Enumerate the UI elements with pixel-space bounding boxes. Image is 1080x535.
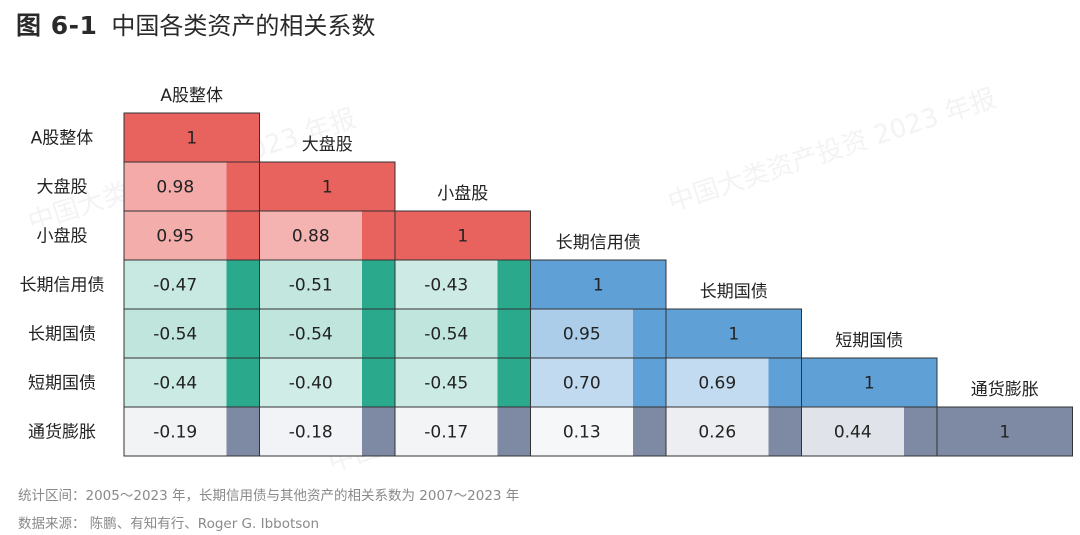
cell-strength-bar [362,309,395,358]
cell-value: -0.18 [289,423,333,443]
cell-value: 1 [593,276,604,296]
column-label: 大盘股 [302,135,353,155]
cell-strength-bar [497,407,531,456]
cell-strength-bar [497,309,531,358]
row-label: 短期国债 [28,374,96,394]
cell-value: -0.54 [289,325,333,345]
cell-strength-bar [633,358,666,407]
cell-value: 0.70 [563,374,601,394]
cell-value: 1 [864,374,875,394]
heatmap-cell [530,260,666,309]
column-label: 通货膨胀 [971,380,1039,400]
cell-strength-bar [226,407,260,456]
cell-value: 0.98 [156,178,194,198]
cell-value: 1 [728,325,739,345]
column-label: 长期国债 [700,282,768,302]
cell-strength-bar [633,309,666,358]
cell-strength-bar [633,407,666,456]
cell-value: 0.88 [292,227,330,247]
row-label: 小盘股 [37,227,88,247]
cell-value: -0.51 [289,276,333,296]
cell-value: 1 [999,423,1010,443]
cell-strength-bar [362,211,395,260]
cell-value: -0.45 [424,374,468,394]
cell-strength-bar [497,358,531,407]
figure-number: 图 6-1 [16,11,98,40]
cell-value: 1 [186,129,197,149]
figure-title: 图 6-1 中国各类资产的相关系数 [16,6,375,40]
cell-strength-bar [768,358,802,407]
row-label: A股整体 [31,129,94,149]
heatmap-cell [937,407,1073,456]
row-label: 长期信用债 [20,276,105,296]
cell-value: 1 [322,178,333,198]
cell-value: 0.69 [698,374,736,394]
heatmap-cell [124,113,260,162]
column-label: 小盘股 [437,184,488,204]
cell-value: 0.95 [156,227,194,247]
cell-value: 0.26 [698,423,736,443]
cell-strength-bar [226,162,260,211]
cell-strength-bar [226,358,260,407]
cell-value: -0.44 [153,374,197,394]
cell-value: -0.43 [424,276,468,296]
cell-value: -0.54 [424,325,468,345]
cell-strength-bar [362,260,395,309]
column-label: 长期信用债 [556,233,641,253]
row-label: 大盘股 [37,178,88,198]
cell-value: -0.40 [289,374,333,394]
cell-strength-bar [226,211,260,260]
cell-value: -0.54 [153,325,197,345]
cell-strength-bar [362,358,395,407]
cell-strength-bar [904,407,937,456]
heatmap-cell [666,309,802,358]
cell-value: 0.13 [563,423,601,443]
cell-value: 1 [457,227,468,247]
cell-border [936,406,1073,457]
cell-value: -0.47 [153,276,197,296]
cell-strength-bar [362,407,395,456]
cell-value: -0.19 [153,423,197,443]
cell-value: 0.44 [834,423,872,443]
cell-value: 0.95 [563,325,601,345]
cell-value: -0.17 [424,423,468,443]
cell-strength-bar [497,260,531,309]
cell-strength-bar [768,407,802,456]
heatmap-cell [801,358,937,407]
row-label: 通货膨胀 [28,423,96,443]
row-label: 长期国债 [28,325,96,345]
heatmap-cell [395,211,531,260]
column-label: 短期国债 [835,331,903,351]
column-label: A股整体 [160,86,223,106]
heatmap-cell [259,162,395,211]
footnote-period: 统计区间：2005～2023 年，长期信用债与其他资产的相关系数为 2007～2… [18,488,520,504]
figure-title-text: 中国各类资产的相关系数 [111,12,376,40]
cell-strength-bar [226,309,260,358]
footnote-source: 数据来源： 陈鹏、有知有行、Roger G. Ibbotson [18,516,320,532]
cell-strength-bar [226,260,260,309]
